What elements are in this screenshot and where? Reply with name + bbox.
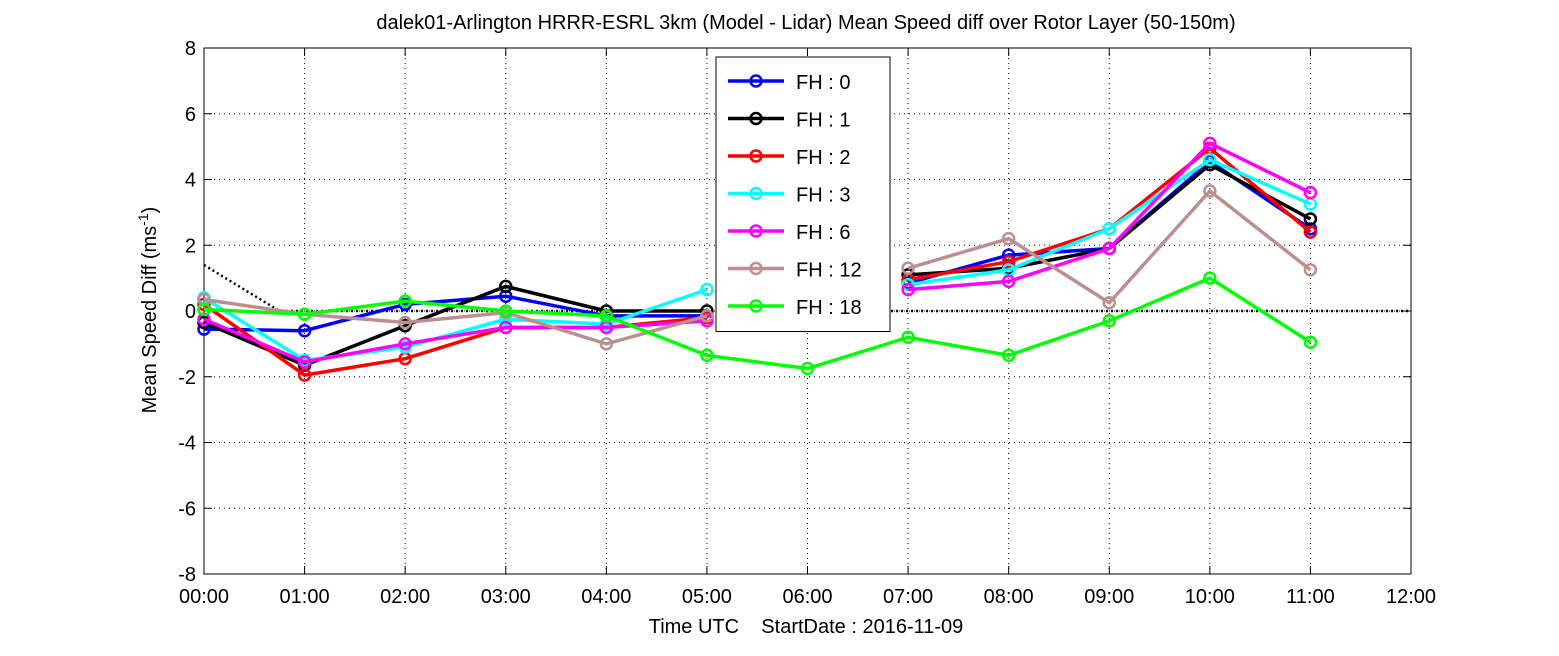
data-point: [1102, 296, 1116, 310]
legend-marker: [749, 149, 763, 163]
data-point: [1303, 263, 1318, 277]
data-point: [700, 282, 714, 297]
y-axis-label-main: Mean Speed Diff (ms: [139, 226, 161, 414]
data-point: [499, 279, 513, 294]
data-point: [599, 309, 614, 323]
data-point: [1303, 185, 1318, 200]
data-point: [197, 302, 211, 317]
data-point: [1203, 136, 1217, 151]
data-point: [1303, 225, 1318, 239]
y-tick-label: 4: [185, 170, 196, 192]
data-point: [398, 294, 412, 308]
data-point: [398, 315, 412, 330]
data-point: [1001, 231, 1016, 246]
data-point: [1102, 241, 1116, 256]
data-point: [1001, 274, 1016, 289]
y-axis-label-close: ): [139, 207, 161, 214]
series-fh-18: [197, 271, 1318, 376]
y-tick-label: 0: [185, 301, 196, 323]
data-point: [398, 337, 412, 351]
data-point: [901, 261, 915, 276]
legend-marker: [749, 261, 763, 276]
legend-label: FH : 2: [796, 147, 850, 169]
data-point: [901, 282, 915, 297]
legend-marker: [749, 186, 763, 201]
x-tick-label: 09:00: [1084, 586, 1134, 608]
data-point: [1102, 314, 1116, 328]
data-point: [700, 348, 714, 363]
legend-marker: [749, 111, 763, 126]
series-fh-6: [197, 136, 1318, 369]
y-axis-label: Mean Speed Diff (ms-1): [135, 207, 161, 414]
y-tick-label: 2: [185, 235, 196, 257]
legend-label: FH : 6: [796, 222, 850, 244]
y-tick-label: -4: [178, 433, 196, 455]
data-point: [1001, 348, 1016, 363]
data-point: [901, 277, 915, 292]
series-line: [203, 317, 708, 364]
x-axis-label: Time UTC StartDate : 2016-11-09: [649, 616, 964, 638]
series-line: [203, 287, 708, 363]
legend-marker: [749, 74, 763, 88]
data-point: [901, 330, 915, 345]
series-line: [203, 294, 707, 333]
legend-label: FH : 1: [796, 110, 850, 132]
legend-marker: [749, 299, 763, 313]
legend-marker: [749, 224, 763, 238]
data-point: [1203, 271, 1217, 285]
data-point: [800, 361, 815, 376]
y-axis-label-superscript: -1: [135, 213, 151, 226]
y-tick-label: -8: [178, 564, 196, 586]
data-point: [1203, 184, 1217, 198]
legend-label: FH : 12: [796, 260, 862, 282]
x-tick-label: 05:00: [682, 586, 732, 608]
series-line: [907, 189, 1312, 305]
x-tick-label: 08:00: [984, 586, 1034, 608]
x-tick-label: 01:00: [280, 586, 330, 608]
data-point: [297, 368, 312, 382]
data-point: [1001, 254, 1016, 269]
data-point: [1203, 153, 1217, 167]
data-point: [1303, 335, 1318, 349]
x-tick-label: 00:00: [179, 586, 229, 608]
series-line: [203, 276, 1312, 371]
data-point: [700, 309, 714, 323]
x-tick-label: 07:00: [883, 586, 933, 608]
y-tick-label: 6: [185, 104, 196, 126]
x-tick-label: 02:00: [380, 586, 430, 608]
data-point: [1303, 212, 1318, 226]
x-tick-label: 04:00: [581, 586, 631, 608]
series-line: [907, 158, 1312, 287]
data-point: [599, 337, 614, 351]
data-point: [700, 314, 714, 328]
data-point: [297, 323, 312, 338]
data-point: [499, 304, 513, 318]
y-tick-label: 8: [185, 38, 196, 60]
data-point: [297, 307, 312, 322]
x-tick-label: 11:00: [1286, 586, 1335, 608]
y-tick-label: -2: [178, 367, 196, 389]
y-tick-label: -6: [178, 498, 196, 520]
data-point: [297, 355, 312, 369]
legend-label: FH : 18: [796, 297, 862, 319]
x-tick-label: 03:00: [481, 586, 531, 608]
legend-label: FH : 3: [796, 185, 850, 207]
x-tick-label: 06:00: [782, 586, 832, 608]
x-tick-label: 12:00: [1386, 586, 1436, 608]
series-line: [907, 141, 1312, 292]
x-tick-label: 10:00: [1185, 586, 1235, 608]
legend: FH : 0 FH : 1 FH : 2 FH : 3 FH : 6 FH : 12 FH …: [715, 56, 891, 332]
legend-label: FH : 0: [796, 72, 850, 94]
data-point: [499, 320, 513, 335]
chart-title: dalek01-Arlington HRRR-ESRL 3km (Model -…: [376, 12, 1235, 34]
data-point: [1102, 222, 1116, 236]
